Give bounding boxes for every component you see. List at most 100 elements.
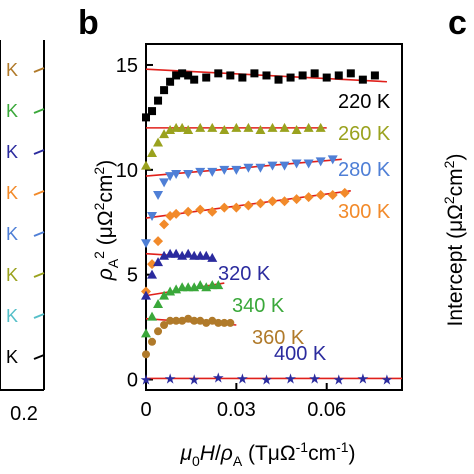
data-point: ★ [236,370,249,386]
data-point [147,311,158,321]
data-point [231,202,242,213]
data-point [243,122,254,132]
data-point [148,337,157,346]
data-point [159,290,170,300]
data-point [226,318,235,327]
data-point [171,208,182,219]
data-point [207,167,218,177]
data-point [160,86,169,95]
data-point [243,163,254,173]
data-point [195,167,206,177]
left-legend-line [33,272,45,278]
left-legend-labels: K K K K K K K K [6,60,45,367]
data-point [255,198,266,209]
data-point: ★ [260,372,273,388]
data-point [177,122,188,132]
panel-letter-c: c [448,4,467,42]
data-point [298,71,307,80]
series-label: 320 K [218,263,271,285]
right-panel-y-label: Intercept (μΩ2cm2) [441,154,467,327]
data-point [195,204,206,215]
data-point [274,75,283,84]
data-point: ★ [332,372,345,388]
x-tick-label: 0 [140,399,151,421]
y-tick-label: 15 [116,55,138,77]
data-point [183,170,194,180]
data-point: ★ [164,370,177,386]
data-point [196,316,205,325]
data-point [303,159,314,169]
left-legend-label: K [6,265,18,285]
data-point [262,71,271,80]
data-point [279,122,290,132]
data-point [286,73,295,82]
data-point [178,316,187,325]
data-point [184,314,193,323]
data-point [255,124,266,134]
data-point [207,122,218,132]
data-point [147,148,158,158]
x-axis-ticks: 0 0.03 0.06 [140,383,346,421]
series-label: 280 K [338,159,391,181]
data-point [231,165,242,175]
data-point [171,248,182,258]
y-tick-label: 10 [116,160,138,182]
data-point [154,96,163,105]
data-point [214,318,223,327]
data-point [160,320,169,329]
data-point [303,192,314,203]
data-point [213,280,224,290]
panel-letter-b: b [78,4,99,42]
data-point [243,200,254,211]
left-legend-label: K [6,306,18,326]
data-point [267,122,278,132]
data-point [250,69,259,78]
series-label: 360 K [252,327,305,349]
left-legend-line [33,67,45,73]
data-point [346,69,355,78]
left-legend-line [33,313,45,319]
x-tick-label: 0.06 [307,399,346,421]
data-point [315,189,326,200]
data-point [141,290,151,300]
data-point [219,124,230,134]
data-point [147,269,158,279]
data-point [339,187,350,198]
data-point [183,124,194,134]
data-point [159,219,170,230]
data-point [159,178,170,188]
data-point: ★ [308,370,321,386]
left-legend-line [33,149,45,155]
series-label: 340 K [232,295,285,317]
y-axis-label: ρA2 (μΩ2cm2) [91,160,121,281]
left-legend-label: K [6,142,18,162]
data-point [219,165,230,175]
left-legend-label: K [6,347,18,367]
series-label: 220 K [338,91,391,113]
data-point [159,129,170,139]
data-point [315,122,326,132]
data-point [178,69,187,78]
data-point [153,299,164,309]
plot-frame [145,43,403,391]
data-point [231,122,242,132]
data-point [202,73,211,82]
data-point [220,318,229,327]
series-label: 300 K [338,201,391,223]
data-point [207,252,218,262]
left-legend-label: K [6,101,18,121]
data-point [327,155,338,165]
data-point [315,157,326,167]
data-point [147,211,158,221]
data-point [153,236,164,247]
left-legend-line [33,231,45,237]
left-legend-line [33,108,45,114]
data-point [238,73,247,82]
data-point [303,122,314,132]
data-point [267,161,278,171]
data-point [279,161,290,171]
data-point [322,73,331,82]
data-point [310,69,319,78]
data-point: ★ [381,372,394,388]
